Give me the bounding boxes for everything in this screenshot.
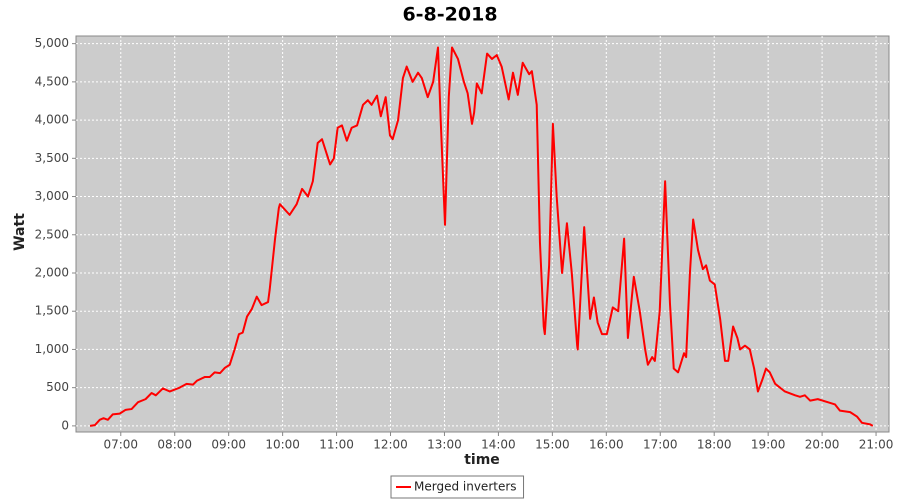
x-tick-label: 18:00: [697, 438, 732, 452]
y-tick-label: 3,000: [35, 189, 69, 203]
x-axis-label: time: [464, 452, 500, 468]
x-tick-label: 14:00: [481, 438, 516, 452]
x-tick-label: 17:00: [643, 438, 678, 452]
x-tick-label: 09:00: [211, 438, 246, 452]
x-tick-label: 20:00: [805, 438, 840, 452]
legend-box: [390, 475, 525, 499]
y-tick-label: 5,000: [35, 36, 69, 50]
y-tick-label: 4,000: [35, 113, 69, 127]
y-tick-label: 2,000: [35, 265, 69, 279]
legend-label: Merged inverters: [414, 480, 517, 494]
x-tick-label: 08:00: [157, 438, 192, 452]
x-tick-label: 07:00: [103, 438, 138, 452]
x-tick-label: 11:00: [319, 438, 354, 452]
y-axis-label: Watt: [12, 213, 28, 251]
y-tick-label: 1,000: [35, 342, 69, 356]
x-tick-label: 21:00: [859, 438, 894, 452]
series-line: [89, 46, 874, 427]
y-tick-label: 1,500: [35, 304, 69, 318]
x-tick-label: 16:00: [589, 438, 624, 452]
x-tick-label: 13:00: [427, 438, 462, 452]
y-tick-label: 4,500: [35, 74, 69, 88]
x-tick-label: 12:00: [373, 438, 408, 452]
y-tick-label: 0: [61, 418, 69, 432]
y-tick-label: 3,500: [35, 151, 69, 165]
y-tick-label: 2,500: [35, 227, 69, 241]
plot-area: [75, 35, 890, 433]
x-tick-label: 19:00: [751, 438, 786, 452]
x-tick-label: 10:00: [265, 438, 300, 452]
chart-title: 6-8-2018: [402, 4, 497, 26]
y-tick-label: 500: [46, 380, 69, 394]
x-tick-label: 15:00: [535, 438, 570, 452]
